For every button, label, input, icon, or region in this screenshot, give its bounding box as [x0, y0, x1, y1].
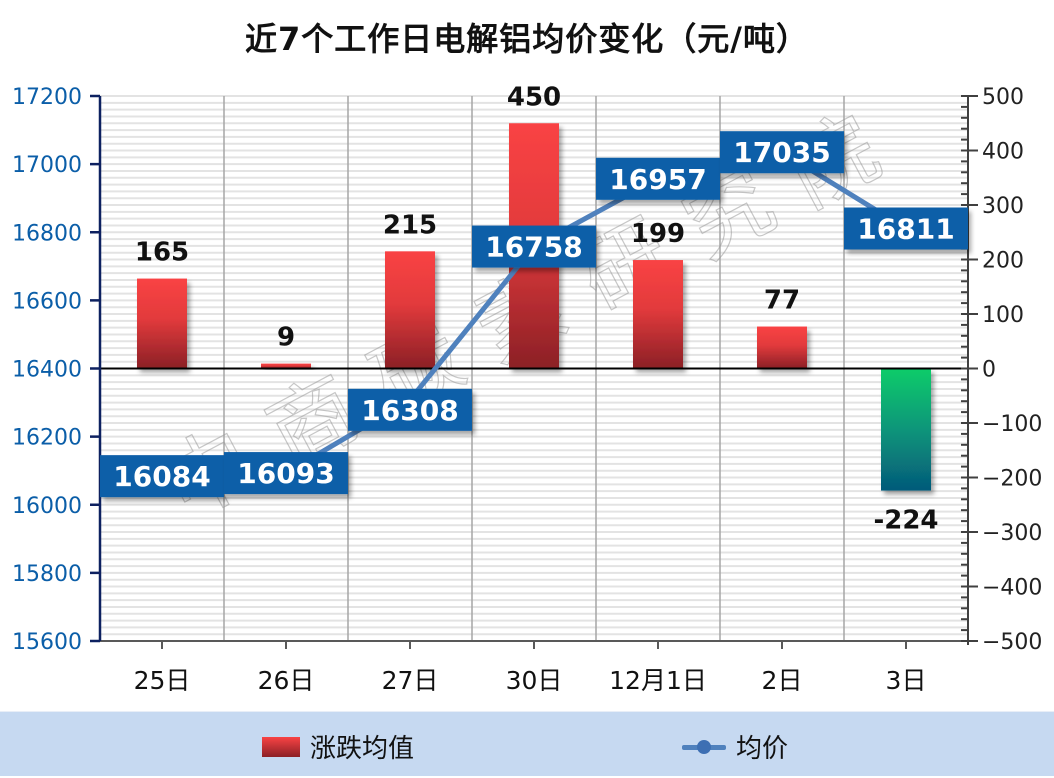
- legend-line-label: 均价: [736, 734, 789, 764]
- bar-value-label: -224: [873, 506, 938, 536]
- data-labels: 165 9 215 450 199 77 -224 16084 16093 16308 16758 1…: [100, 82, 968, 536]
- price-label: 16084: [100, 455, 224, 498]
- price-label: 16758: [472, 225, 596, 268]
- price-label: 16957: [596, 157, 720, 200]
- bar-value-label: 215: [383, 210, 437, 240]
- svg-text:16308: 16308: [361, 394, 458, 427]
- left-axis-tick-label: 16600: [12, 289, 82, 314]
- left-axis-tick-label: 16000: [12, 494, 82, 519]
- x-tick-label: 25日: [134, 666, 191, 695]
- legend-bar-label: 涨跌均值: [310, 734, 415, 764]
- right-axis-tick-label: −400: [982, 576, 1042, 601]
- left-axis-tick-label: 16800: [12, 221, 82, 246]
- x-tick-label: 12月1日: [609, 666, 707, 695]
- bar-value-label: 77: [764, 286, 800, 316]
- svg-text:16084: 16084: [113, 460, 210, 493]
- left-axis-tick-label: 17000: [12, 153, 82, 178]
- bar[interactable]: [881, 368, 931, 491]
- x-tick-label: 27日: [382, 666, 439, 695]
- left-axis-tick-label: 15800: [12, 562, 82, 587]
- legend-item-bar[interactable]: 涨跌均值: [262, 728, 414, 765]
- bar[interactable]: [633, 260, 683, 369]
- svg-text:16811: 16811: [857, 213, 954, 246]
- chart-title: 近7个工作日电解铝均价变化（元/吨）: [245, 20, 809, 58]
- legend: 涨跌均值 均价: [0, 711, 1054, 776]
- left-axis-tick-label: 16200: [12, 426, 82, 451]
- right-axis-tick-label: −100: [982, 412, 1042, 437]
- left-axis-tick-label: 16400: [12, 358, 82, 383]
- price-label: 16308: [348, 388, 472, 431]
- axes: 25日 26日 27日 30日 12月1日 2日 3日 15600 15800 16000 1620…: [12, 85, 1042, 695]
- bar[interactable]: [757, 326, 807, 369]
- bar[interactable]: [261, 363, 311, 369]
- left-axis-tick-label: 17200: [12, 85, 82, 110]
- right-axis-tick-label: 300: [982, 194, 1024, 219]
- bar[interactable]: [385, 251, 435, 369]
- price-label: 17035: [720, 131, 844, 174]
- bar-series: [137, 123, 931, 491]
- right-axis-tick-label: 0: [982, 358, 996, 383]
- x-tick-label: 3日: [886, 666, 927, 695]
- svg-text:16957: 16957: [609, 163, 706, 196]
- right-axis-tick-label: −200: [982, 467, 1042, 492]
- bar-value-label: 199: [631, 219, 685, 249]
- right-axis-tick-label: −500: [982, 630, 1042, 655]
- legend-item-line[interactable]: 均价: [682, 728, 788, 765]
- right-axis-tick-label: 100: [982, 303, 1024, 328]
- left-axis-tick-label: 15600: [12, 630, 82, 655]
- price-label: 16093: [224, 452, 348, 495]
- bar[interactable]: [137, 278, 187, 369]
- bar-swatch-icon: [262, 736, 300, 757]
- combo-chart: 中商碳素研究院 25日26日27日30日12月1日2日3日15600158001…: [12, 82, 1042, 695]
- bar-value-label: 9: [277, 323, 295, 353]
- price-label: 16811: [844, 207, 968, 250]
- right-axis-tick-label: 200: [982, 249, 1024, 274]
- x-tick-label: 2日: [762, 666, 803, 695]
- bar-value-label: 165: [135, 238, 189, 268]
- x-tick-label: 26日: [258, 666, 315, 695]
- svg-text:16093: 16093: [237, 457, 334, 490]
- right-axis-tick-label: 500: [982, 85, 1024, 110]
- line-marker-icon: [682, 736, 726, 758]
- svg-text:16758: 16758: [485, 231, 582, 264]
- x-tick-label: 30日: [506, 666, 563, 695]
- right-axis-tick-label: −300: [982, 521, 1042, 546]
- bar-value-label: 450: [507, 82, 561, 112]
- svg-text:17035: 17035: [733, 136, 830, 169]
- right-axis-tick-label: 400: [982, 140, 1024, 165]
